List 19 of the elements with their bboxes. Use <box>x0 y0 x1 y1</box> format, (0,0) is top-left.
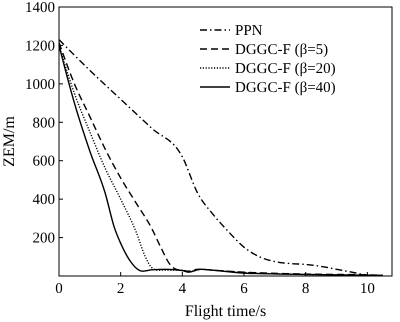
x-tick-label: 2 <box>116 281 124 297</box>
x-tick-label: 6 <box>240 281 248 297</box>
legend-label: DGGC-F (β=40) <box>235 80 336 96</box>
legend-label: DGGC-F (β=20) <box>235 61 336 77</box>
y-tick-label: 400 <box>32 192 55 208</box>
y-tick-label: 1000 <box>25 76 55 93</box>
x-tick-label: 0 <box>55 281 63 297</box>
y-tick-label: 200 <box>32 230 55 247</box>
y-tick-label: 1400 <box>25 0 55 16</box>
legend-label: DGGC-F (β=5) <box>235 42 328 58</box>
y-tick-label: 1200 <box>25 38 55 54</box>
x-tick-label: 8 <box>302 281 310 297</box>
legend-label: PPN <box>235 23 263 39</box>
y-axis-title: ZEM/m <box>1 116 18 167</box>
x-tick-label: 4 <box>178 281 187 297</box>
y-tick-label: 800 <box>32 115 55 132</box>
y-tick-label: 600 <box>32 154 55 170</box>
x-tick-label: 10 <box>360 281 375 297</box>
x-axis-title: Flight time/s <box>184 303 266 320</box>
